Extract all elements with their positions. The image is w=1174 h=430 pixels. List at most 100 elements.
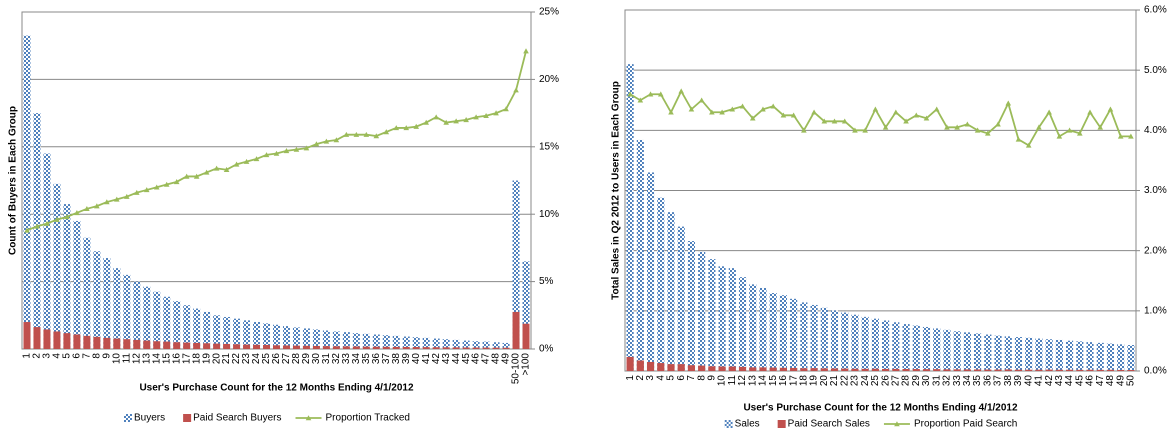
legend-label: Proportion Tracked (326, 413, 411, 424)
bar (512, 180, 520, 349)
marker (657, 91, 664, 97)
bar (943, 369, 951, 371)
bar (1014, 337, 1023, 371)
bar (657, 197, 665, 371)
bar (912, 325, 920, 371)
bar (718, 366, 726, 371)
bar (263, 344, 271, 349)
bar (432, 347, 440, 349)
y2-tick-label: 1.0% (1144, 305, 1167, 316)
x-tick-label: 12 (131, 353, 142, 365)
bar (718, 266, 726, 371)
x-tick-label: 20 (819, 375, 830, 387)
bar (153, 341, 161, 349)
marker (903, 118, 909, 124)
x-tick-label: 39 (401, 353, 412, 365)
x-tick-label: 38 (1003, 375, 1014, 387)
bar (73, 220, 81, 349)
bar (382, 335, 390, 349)
x-tick-label: 5 (62, 353, 73, 359)
bar (841, 368, 849, 371)
x-tick-label: 41 (421, 353, 432, 365)
bar (1014, 369, 1023, 371)
bar (322, 330, 330, 349)
legend-item: Proportion Paid Search (883, 419, 1017, 430)
marker (1066, 127, 1073, 133)
bar (636, 360, 644, 371)
x-tick-label: 29 (301, 353, 312, 365)
marker (913, 112, 920, 118)
x-tick-label: 48 (1105, 375, 1116, 387)
bar (1065, 340, 1074, 371)
x-tick-label: 17 (788, 375, 799, 387)
bar (994, 369, 1002, 371)
x-tick-label: 36 (371, 353, 382, 365)
x-tick-label: 30 (311, 353, 322, 365)
bar (173, 342, 181, 349)
x-tick-label: 25 (870, 375, 881, 387)
marker (193, 173, 200, 179)
marker (749, 115, 756, 121)
x-tick-label: 25 (261, 353, 272, 365)
line (629, 89, 1131, 147)
x-tick-label: 6 (72, 353, 83, 359)
bar (963, 332, 971, 371)
bar (462, 347, 470, 349)
bar (302, 328, 310, 349)
x-tick-label: 21 (221, 353, 232, 365)
marker (343, 131, 350, 137)
bar (243, 344, 251, 349)
bar (1076, 369, 1084, 371)
bar (759, 287, 767, 371)
bar (442, 347, 450, 349)
bar (412, 337, 420, 349)
marker (1015, 136, 1022, 142)
marker (852, 127, 858, 133)
x-tick-label: 44 (1064, 375, 1075, 387)
bar (93, 251, 101, 349)
bar (43, 153, 51, 349)
x-tick-label: 14 (151, 353, 162, 365)
x-tick-label: 45 (1074, 375, 1085, 387)
bar (1076, 341, 1084, 371)
y2-tick-label: 0.0% (1144, 366, 1167, 377)
x-tick-label: 8 (91, 353, 102, 359)
marker (1128, 133, 1134, 139)
bar (922, 369, 931, 371)
marker (393, 125, 400, 131)
bar (1117, 344, 1125, 371)
bar (871, 368, 879, 371)
bar (769, 293, 777, 371)
bar (994, 335, 1002, 371)
bar (223, 316, 231, 349)
marker (760, 106, 766, 112)
bar (233, 344, 241, 349)
x-tick-label: 26 (271, 353, 282, 365)
x-tick-label: 34 (351, 353, 362, 365)
x-tick-label: 7 (82, 353, 93, 359)
bar (646, 361, 655, 371)
bar (1106, 369, 1115, 371)
marker (503, 106, 509, 112)
y2-tick-label: 3.0% (1144, 185, 1167, 196)
bar (708, 366, 716, 371)
bar (83, 237, 91, 349)
legend: Sales Paid Search Sales Proportion Paid Se… (724, 419, 1017, 430)
x-tick-label: 14 (758, 375, 769, 387)
marker (203, 169, 210, 175)
x-tick-label: 42 (1044, 375, 1055, 387)
x-tick-label: 18 (798, 375, 809, 387)
bar (322, 346, 330, 349)
marker (1117, 133, 1124, 139)
bar (263, 323, 271, 349)
x-tick-label: 38 (391, 353, 402, 365)
bar (362, 346, 370, 349)
bar (953, 331, 961, 371)
marker (821, 118, 828, 124)
bar (123, 274, 131, 349)
x-tick-label: 13 (141, 353, 152, 365)
marker (780, 112, 787, 118)
bar (492, 342, 500, 349)
legend-label: Sales (735, 419, 760, 430)
marker (523, 48, 529, 54)
